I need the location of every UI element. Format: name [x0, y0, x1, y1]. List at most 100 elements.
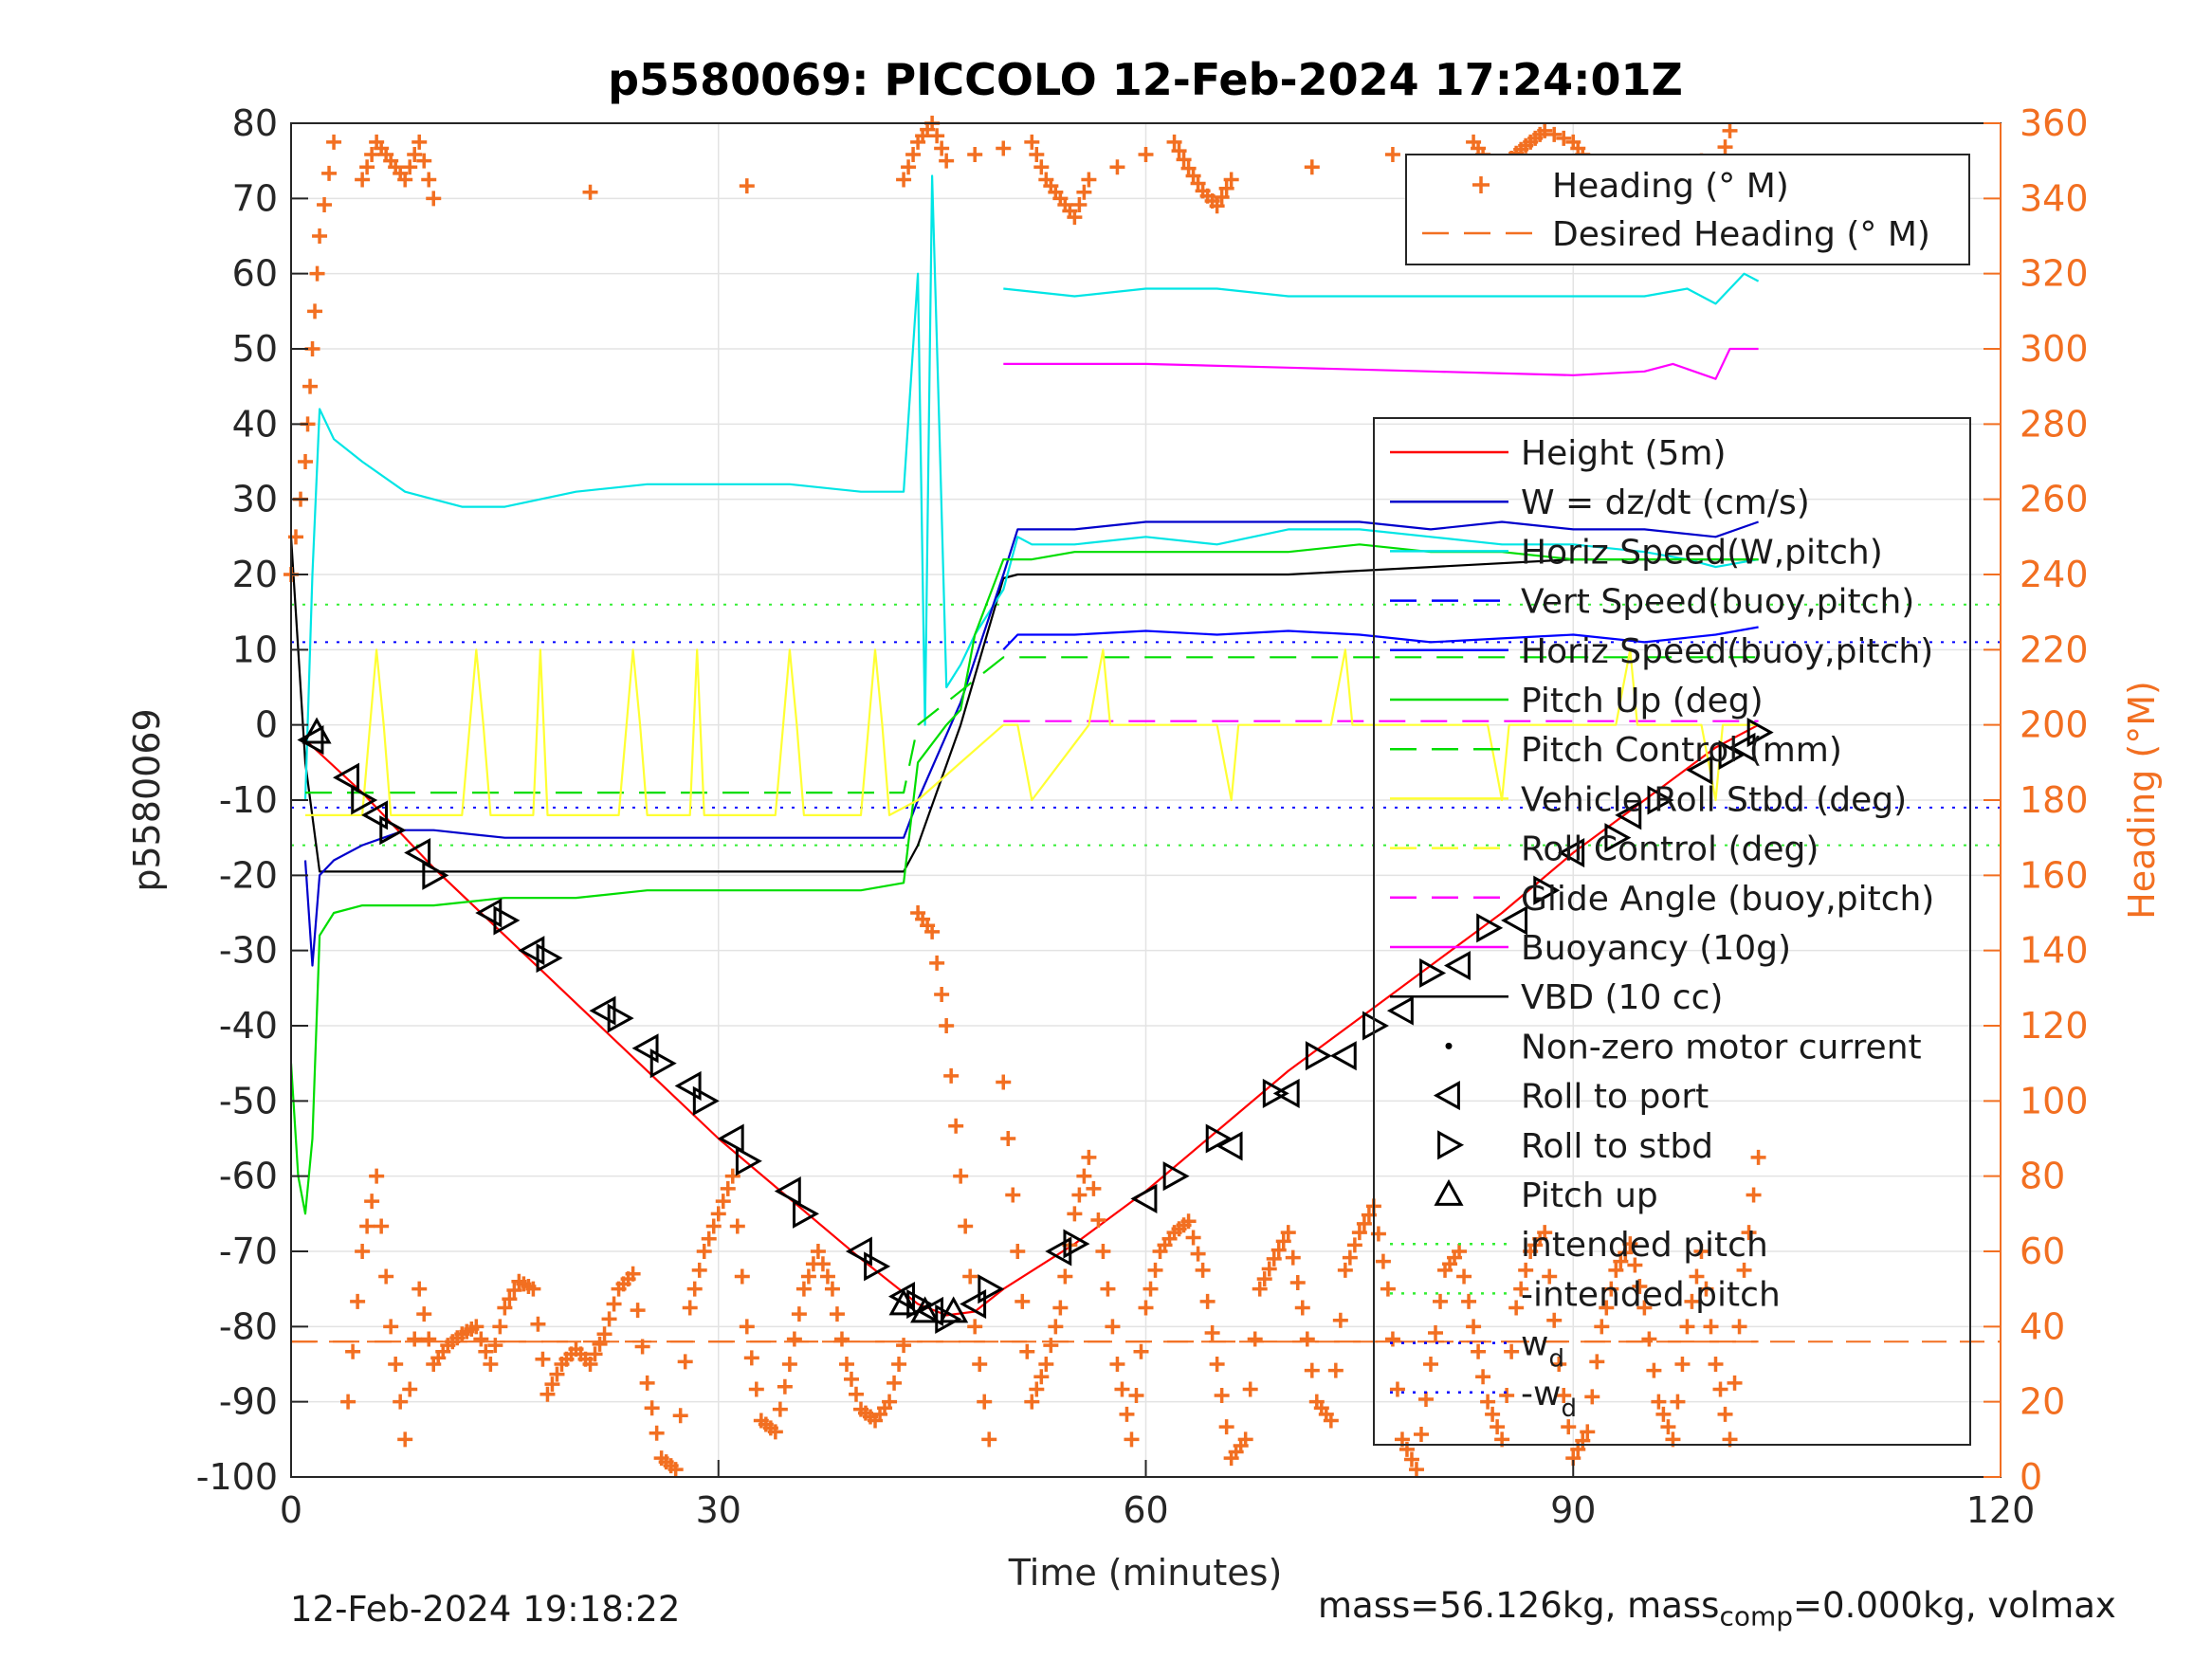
roll-to-port-marker — [1728, 732, 1756, 763]
heading-point — [535, 1351, 551, 1367]
heading-point — [1674, 1357, 1691, 1372]
roll-to-stbd-marker — [422, 860, 449, 890]
y-tick-label: 50 — [232, 328, 278, 370]
heading-point — [426, 191, 442, 207]
y-tick-label: -90 — [219, 1381, 278, 1423]
heading-point — [1271, 1242, 1287, 1258]
heading-point — [1693, 1244, 1709, 1259]
heading-point — [1351, 1225, 1367, 1241]
y2-tick-label: 260 — [2020, 479, 2089, 520]
heading-point — [1551, 1357, 1567, 1372]
heading-point — [1195, 1262, 1211, 1278]
y2-tick-label: 120 — [2020, 1005, 2089, 1047]
heading-point — [1010, 1244, 1026, 1259]
heading-point — [582, 1357, 598, 1372]
heading-point — [497, 1300, 513, 1316]
legend-label-intended-pitch: -intended pitch — [1521, 1275, 1781, 1314]
heading-point — [1537, 1225, 1553, 1241]
heading-point — [1237, 1431, 1253, 1448]
y2-tick-label: 100 — [2020, 1080, 2089, 1121]
roll-to-port-marker — [1386, 995, 1414, 1026]
heading-point — [1327, 1362, 1344, 1378]
heading-point — [748, 1381, 764, 1397]
heading-point — [397, 172, 413, 188]
heading-point — [967, 1319, 983, 1335]
heading-point — [1209, 198, 1225, 214]
heading-point — [549, 1366, 565, 1382]
footer-mass: mass=56.126kg, masscomp=0.000kg, volmax — [1318, 1585, 2116, 1632]
heading-point — [1485, 1406, 1501, 1422]
heading-point — [1214, 1388, 1230, 1404]
y2-tick-label: 60 — [2020, 1231, 2065, 1272]
heading-point — [402, 159, 418, 175]
legend-label-desired-heading-m: Desired Heading (° M) — [1552, 215, 1930, 254]
heading-point — [1627, 1257, 1643, 1273]
heading-point — [1746, 1187, 1762, 1203]
heading-point — [625, 1266, 641, 1282]
heading-point — [1024, 1394, 1040, 1410]
heading-point — [1076, 1168, 1092, 1184]
heading-point — [421, 172, 437, 188]
y-tick-label: -70 — [219, 1231, 278, 1272]
roll-to-port-marker — [297, 724, 324, 756]
heading-point — [1480, 1394, 1496, 1410]
heading-point — [715, 1194, 731, 1210]
heading-point — [1057, 1268, 1073, 1285]
heading-point — [1556, 1388, 1572, 1404]
heading-point — [677, 1354, 693, 1370]
legend-swatch — [1472, 176, 1490, 193]
roll-to-port-marker — [845, 1236, 872, 1267]
heading-point — [686, 1281, 703, 1297]
heading-point — [1342, 1249, 1358, 1266]
heading-point — [1252, 1281, 1268, 1297]
roll-to-port-marker — [589, 995, 616, 1026]
heading-point — [1029, 147, 1045, 163]
heading-point — [1589, 1354, 1605, 1370]
y-tick-label: -100 — [196, 1456, 278, 1498]
heading-point — [1261, 1261, 1277, 1277]
heading-point — [411, 134, 428, 150]
heading-point — [1166, 134, 1182, 150]
heading-point — [1038, 1357, 1054, 1372]
heading-point — [1209, 1357, 1225, 1372]
heading-point — [530, 1316, 546, 1332]
heading-point — [1346, 1237, 1362, 1253]
heading-point — [1471, 1343, 1487, 1359]
heading-point — [701, 1231, 717, 1247]
heading-point — [705, 1218, 722, 1234]
heading-point — [525, 1281, 541, 1297]
heading-point — [929, 128, 945, 144]
heading-point — [967, 147, 983, 163]
heading-point — [416, 1306, 432, 1322]
heading-point — [1618, 1245, 1634, 1261]
roll-to-stbd-marker — [1746, 718, 1774, 748]
heading-point — [355, 172, 371, 188]
heading-point — [1556, 130, 1572, 146]
heading-point — [468, 1319, 484, 1335]
heading-point — [416, 153, 432, 169]
heading-point — [1214, 190, 1230, 206]
heading-point — [1275, 1233, 1291, 1249]
heading-point — [901, 159, 917, 175]
legend-heading-box — [1405, 154, 1970, 265]
legend-swatch — [1437, 1130, 1465, 1160]
legend-label-glide-angle-buoy-pitch: Glide Angle (buoy,pitch) — [1521, 880, 1934, 919]
y-tick-label: 40 — [232, 403, 278, 445]
heading-point — [1660, 1419, 1676, 1435]
heading-point — [777, 1378, 793, 1395]
markers — [297, 717, 1774, 1334]
heading-point — [374, 1218, 390, 1234]
heading-point — [1741, 1225, 1757, 1241]
heading-point — [939, 1018, 955, 1033]
heading-point — [483, 1357, 499, 1372]
chart-title: p5580069: PICCOLO 12-Feb-2024 17:24:01Z — [608, 54, 1683, 105]
heading-point — [791, 1306, 807, 1322]
heading-point — [1171, 143, 1187, 159]
roll-to-stbd-marker — [493, 905, 521, 936]
heading-point — [729, 1218, 745, 1234]
roll-to-port-marker — [518, 936, 545, 966]
heading-point — [1067, 1206, 1083, 1222]
heading-point — [1071, 1187, 1088, 1203]
series-horiz-speed-buoy-pitch — [1002, 626, 1759, 651]
heading-point — [1071, 196, 1088, 212]
